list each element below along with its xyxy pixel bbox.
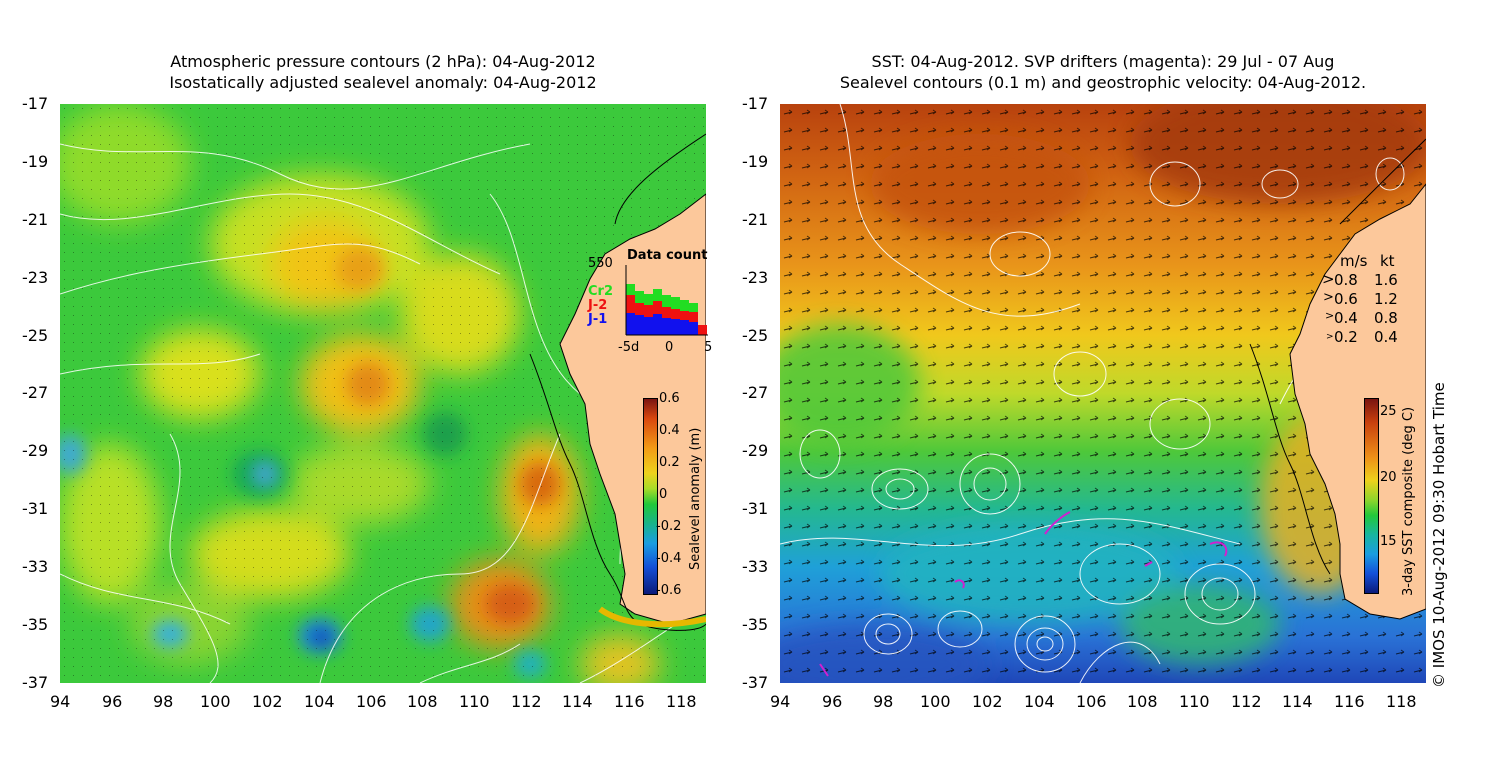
sst-colorbar-tick: 15 [1380,534,1397,549]
right-y-tick: -21 [742,210,769,229]
right-y-tick: -37 [742,673,769,692]
sst-colorbar-tick: 20 [1380,470,1397,485]
velocity-legend-kt: 0.8 [1374,309,1398,327]
right-y-tick: -17 [742,94,769,113]
left-x-tick: 118 [666,692,697,711]
right-title-line2: Sealevel contours (0.1 m) and geostrophi… [839,73,1367,92]
left-y-tick: -37 [22,673,49,692]
left-y-tick: -33 [22,557,49,576]
right-x-tick: 110 [1179,692,1210,711]
right-x-tick: 118 [1386,692,1417,711]
right-y-tick: -31 [742,499,769,518]
left-x-tick: 104 [304,692,335,711]
sealevel-colorbar-label: Sealevel anomaly (m) [688,427,703,570]
data-count-max: 550 [588,256,613,271]
australia-land-sst [1289,183,1426,620]
data-count-x-label: 0 [665,340,674,355]
left-y-tick: -31 [22,499,49,518]
left-x-tick: 98 [153,692,174,711]
left-y-tick: -17 [22,94,49,113]
left-title-line1: Atmospheric pressure contours (2 hPa): 0… [170,52,596,71]
left-y-tick: -19 [22,152,49,171]
right-y-tick: -29 [742,441,769,460]
legend-cr2: Cr2 [588,284,613,299]
colorbar-tick: -0.6 [656,583,682,598]
arrow-icon: > [1325,309,1335,322]
colorbar-tick: -0.4 [656,551,682,566]
left-x-tick: 110 [459,692,490,711]
arrow-icon: > [1326,332,1334,342]
legend-j2: J-2 [588,298,608,313]
velocity-legend-kt: 1.2 [1374,290,1398,308]
colorbar-tick: 0.2 [659,455,680,470]
left-y-tick: -23 [22,268,49,287]
right-y-tick: -35 [742,615,769,634]
right-y-tick: -27 [742,383,769,402]
sst-colorbar-label: 3-day SST composite (deg C) [1401,406,1416,596]
arrow-icon: > [1323,290,1334,305]
data-count-x-label: -5d [618,340,640,355]
sealevel-anomaly-map [60,104,706,683]
velocity-legend-ms: 0.4 [1334,309,1358,327]
sst-colorbar-tick: 25 [1380,404,1397,419]
left-y-tick: -25 [22,326,49,345]
colorbar-tick: -0.2 [656,519,682,534]
velocity-legend-ms: 0.2 [1334,328,1358,346]
left-x-tick: 116 [614,692,645,711]
right-x-tick: 100 [920,692,951,711]
left-x-tick: 112 [511,692,542,711]
right-x-tick: 106 [1076,692,1107,711]
left-y-tick: -27 [22,383,49,402]
sst-colorbar [1364,398,1379,594]
left-x-tick: 100 [200,692,231,711]
colorbar-tick: 0.6 [659,391,680,406]
left-x-tick: 96 [102,692,123,711]
arrow-icon: > [1322,270,1335,288]
right-x-tick: 114 [1282,692,1313,711]
velocity-legend-kt: 1.6 [1374,271,1398,289]
right-x-tick: 116 [1334,692,1365,711]
right-y-tick: -23 [742,268,769,287]
left-x-tick: 108 [407,692,438,711]
left-title-line2: Isostatically adjusted sealevel anomaly:… [169,73,597,92]
right-x-tick: 108 [1127,692,1158,711]
data-count-title: Data count [627,248,708,263]
right-y-tick: -25 [742,326,769,345]
colorbar-tick: 0.4 [659,423,680,438]
right-x-tick: 102 [972,692,1003,711]
right-x-tick: 104 [1024,692,1055,711]
data-count-histogram [625,265,708,336]
legend-j1: J-1 [588,312,608,327]
velocity-legend-ms: 0.6 [1334,290,1358,308]
velocity-legend-kt: 0.4 [1374,328,1398,346]
sst-map [780,104,1426,683]
right-title-line1: SST: 04-Aug-2012. SVP drifters (magenta)… [871,52,1335,71]
right-x-tick: 96 [822,692,843,711]
right-x-tick: 112 [1231,692,1262,711]
right-y-tick: -33 [742,557,769,576]
left-x-tick: 106 [356,692,387,711]
velocity-legend-ms: 0.8 [1334,271,1358,289]
velocity-legend-ms-header: m/s [1340,252,1368,270]
imos-credit: © IMOS 10-Aug-2012 09:30 Hobart Time [1430,382,1448,688]
right-x-tick: 98 [873,692,894,711]
right-x-tick: 94 [770,692,791,711]
left-x-tick: 94 [50,692,71,711]
left-x-tick: 114 [562,692,593,711]
right-y-tick: -19 [742,152,769,171]
colorbar-tick: 0 [659,487,668,502]
left-x-tick: 102 [252,692,283,711]
left-y-tick: -35 [22,615,49,634]
data-count-x-label: 5 [704,340,713,355]
velocity-legend-kt-header: kt [1380,252,1395,270]
left-y-tick: -21 [22,210,49,229]
sealevel-colorbar [643,398,658,595]
left-y-tick: -29 [22,441,49,460]
